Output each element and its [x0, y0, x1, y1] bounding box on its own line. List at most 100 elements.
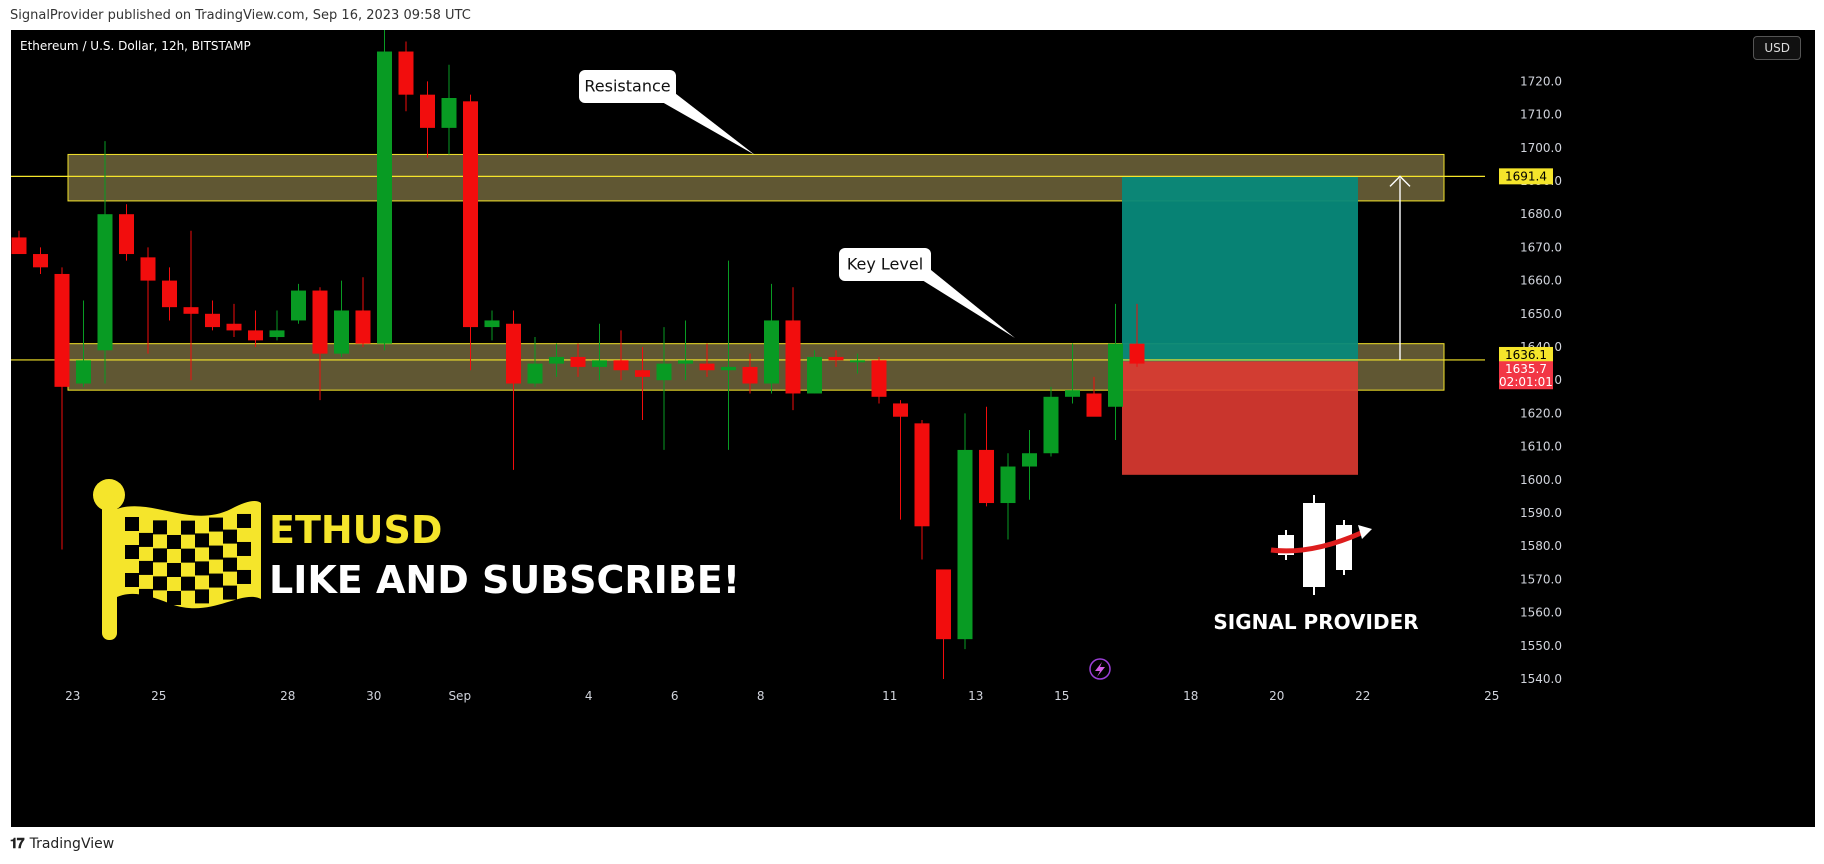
- level-price-tag-bg: [1499, 346, 1553, 363]
- signal-provider-logo-icon: [1270, 495, 1372, 595]
- candle-body: [957, 449, 973, 640]
- price-tick-label: 1580.0: [1520, 539, 1562, 553]
- subscribe-cta: LIKE AND SUBSCRIBE!: [269, 558, 740, 602]
- chart-panel[interactable]: Resistance Key Level ETHUSD LIKE AND SUBSC…: [11, 30, 1815, 827]
- candle-body: [1129, 343, 1145, 364]
- last-price-tag-bg: [1499, 361, 1553, 390]
- price-tick-label: 1670.0: [1520, 240, 1562, 254]
- flag-check: [237, 513, 251, 528]
- candle-body: [205, 313, 220, 328]
- price-axis[interactable]: 1540.0 1550.0 1560.0 1570.0 1580.0 1590.0 1600…: [1485, 30, 1815, 827]
- currency-button[interactable]: USD: [1753, 36, 1801, 60]
- flag-check: [167, 590, 181, 605]
- price-tick-label: 1680.0: [1520, 207, 1562, 221]
- flag-pole: [102, 495, 117, 640]
- signal-provider-label: SIGNAL PROVIDER: [1213, 610, 1418, 634]
- flag-check: [181, 548, 195, 563]
- flag-check: [181, 520, 195, 535]
- candle-body: [76, 360, 91, 384]
- candle-body: [807, 356, 822, 394]
- candle-body: [183, 307, 199, 314]
- chart-canvas[interactable]: Resistance Key Level ETHUSD LIKE AND SUBSC…: [11, 30, 1815, 827]
- candle-body: [613, 360, 629, 371]
- callouts-layer: Resistance Key Level: [579, 70, 1015, 338]
- last-price-tag-countdown: 02:01:01: [1499, 375, 1553, 389]
- time-tick-label: 22: [1355, 689, 1370, 703]
- flag-check: [167, 562, 181, 577]
- time-tick-label: 15: [1054, 689, 1069, 703]
- ticker-title: ETHUSD: [269, 508, 442, 552]
- candle-body: [1065, 390, 1080, 397]
- branding-layer: ETHUSD LIKE AND SUBSCRIBE! SIGNAL PROVIDER: [93, 479, 1419, 680]
- time-tick-label: 13: [968, 689, 983, 703]
- candle-body: [721, 366, 736, 371]
- flag-check: [209, 573, 223, 588]
- candle-body: [398, 51, 414, 95]
- candle-body: [1000, 466, 1016, 504]
- candle-body: [656, 363, 672, 381]
- time-tick-label: 6: [671, 689, 679, 703]
- price-tick-label: 1540.0: [1520, 672, 1562, 686]
- flag-check: [125, 573, 139, 587]
- flag-check: [125, 545, 139, 559]
- candle-body: [678, 360, 693, 364]
- time-tick-label: 30: [366, 689, 381, 703]
- lightning-circle-icon: [1089, 658, 1111, 680]
- price-tick-label: 1720.0: [1520, 74, 1562, 88]
- candle-body: [1086, 393, 1102, 417]
- price-tick-label: 1660.0: [1520, 274, 1562, 288]
- flag-check: [209, 517, 223, 532]
- key-level-callout-box: [839, 248, 931, 281]
- candle-body: [785, 320, 801, 394]
- key-level-callout-pointer: [906, 270, 1015, 338]
- time-tick-label: 28: [280, 689, 295, 703]
- candle-body: [291, 290, 306, 321]
- candle-body: [377, 51, 392, 344]
- candle-body: [226, 323, 242, 331]
- price-axis-bg: [1485, 30, 1815, 827]
- symbol-label: Ethereum / U.S. Dollar, 12h, BITSTAMP: [20, 39, 251, 53]
- candle-body: [1108, 343, 1123, 407]
- flag-check: [139, 532, 153, 547]
- candle-body: [979, 449, 994, 504]
- time-tick-label: 8: [757, 689, 765, 703]
- price-tick-label: 1610.0: [1520, 440, 1562, 454]
- resistance-callout-label: Resistance: [584, 77, 670, 96]
- flag-check: [195, 533, 209, 548]
- time-tick-label: 11: [882, 689, 897, 703]
- candle-body: [742, 366, 758, 384]
- candle-body: [828, 356, 844, 361]
- flag-check: [139, 588, 153, 603]
- candle-body: [119, 214, 134, 255]
- flag-check: [223, 557, 237, 572]
- flag-check: [237, 541, 251, 556]
- target-price-tag-bg: [1499, 168, 1553, 185]
- lightning-bolt-icon: [1095, 662, 1105, 677]
- flag-check: [181, 576, 195, 591]
- flag-check: [139, 560, 153, 575]
- flag-check: [153, 520, 167, 535]
- price-tick-label: 1650.0: [1520, 307, 1562, 321]
- price-tick-label: 1710.0: [1520, 108, 1562, 122]
- candle-body: [1043, 396, 1059, 454]
- target-arrow-head-icon: [1389, 175, 1411, 187]
- candle-body: [527, 363, 543, 384]
- flag-check: [195, 561, 209, 576]
- time-tick-label: 20: [1269, 689, 1284, 703]
- publisher-header: SignalProvider published on TradingView.…: [10, 8, 471, 23]
- candle-body: [420, 94, 435, 128]
- flag-check: [237, 569, 251, 584]
- tradingview-footer: 𝟏𝟕 TradingView: [10, 836, 114, 852]
- candle-body: [54, 273, 70, 387]
- time-axis[interactable]: 23 25 28 30 Sep 4 6 8 11 13 15 18 20 22 25: [65, 689, 1499, 703]
- price-tick-label: 1570.0: [1520, 572, 1562, 586]
- candle-body: [592, 360, 607, 367]
- level-price-tag-text: 1636.1: [1505, 348, 1547, 362]
- time-tick-label: 18: [1183, 689, 1198, 703]
- candle-body: [11, 237, 27, 255]
- candle-body: [1022, 453, 1037, 467]
- candle-body: [97, 214, 113, 351]
- flag-check: [209, 545, 223, 560]
- flag-check: [153, 548, 167, 563]
- candle-body: [893, 403, 908, 417]
